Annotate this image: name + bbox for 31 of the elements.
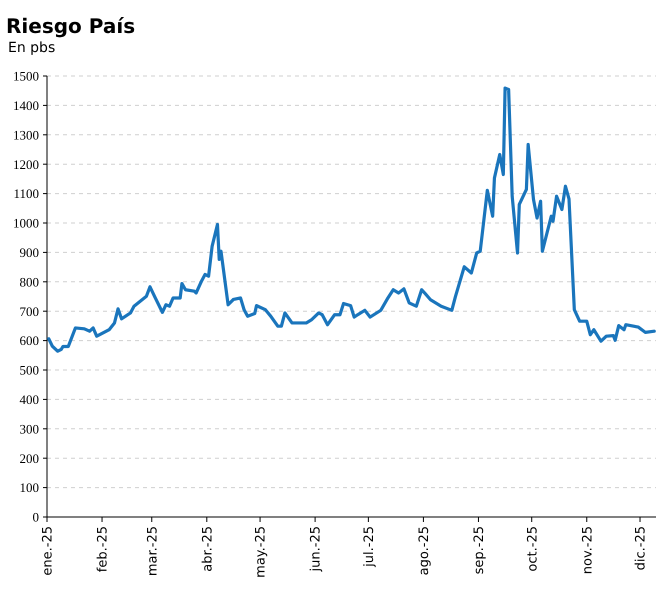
y-tick-label: 1200: [13, 156, 39, 172]
x-tick-label: oct.-25: [525, 526, 540, 572]
x-tick-label: jun.-25: [308, 526, 324, 572]
y-tick-label: 1000: [13, 216, 39, 231]
x-tick-label: ene.-25: [40, 526, 56, 576]
y-tick-label: 100: [20, 480, 39, 496]
chart-subtitle: En pbs: [8, 40, 56, 56]
x-tick-label: abr.-25: [200, 526, 216, 572]
y-tick-label: 200: [20, 450, 39, 466]
y-tick-label: 1300: [13, 127, 39, 142]
y-tick-label: 800: [20, 274, 39, 290]
x-tick-label: may.-25: [254, 526, 269, 578]
y-tick-label: 0: [32, 510, 39, 525]
y-tick-label: 1100: [13, 186, 39, 202]
y-tick-label: 600: [20, 333, 39, 348]
y-tick-label: 900: [20, 244, 39, 260]
x-tick-label: jul.-25: [362, 526, 377, 568]
chart-title: Riesgo País: [6, 14, 136, 38]
x-tick-label: ago.-25: [416, 526, 432, 576]
y-tick-label: 500: [20, 362, 39, 378]
x-tick-label: mar.-25: [145, 526, 160, 576]
x-tick-label: feb.-25: [96, 526, 111, 572]
y-tick-label: 400: [20, 392, 39, 407]
y-tick-label: 1500: [13, 68, 39, 84]
y-tick-label: 300: [20, 421, 39, 436]
x-tick-label: dic.-25: [634, 526, 649, 570]
x-tick-label: sep.-25: [472, 526, 487, 574]
line-series: [47, 86, 656, 353]
x-tick-label: nov.-25: [580, 526, 596, 574]
y-tick-label: 700: [20, 304, 39, 319]
y-tick-label: 1400: [13, 98, 39, 113]
